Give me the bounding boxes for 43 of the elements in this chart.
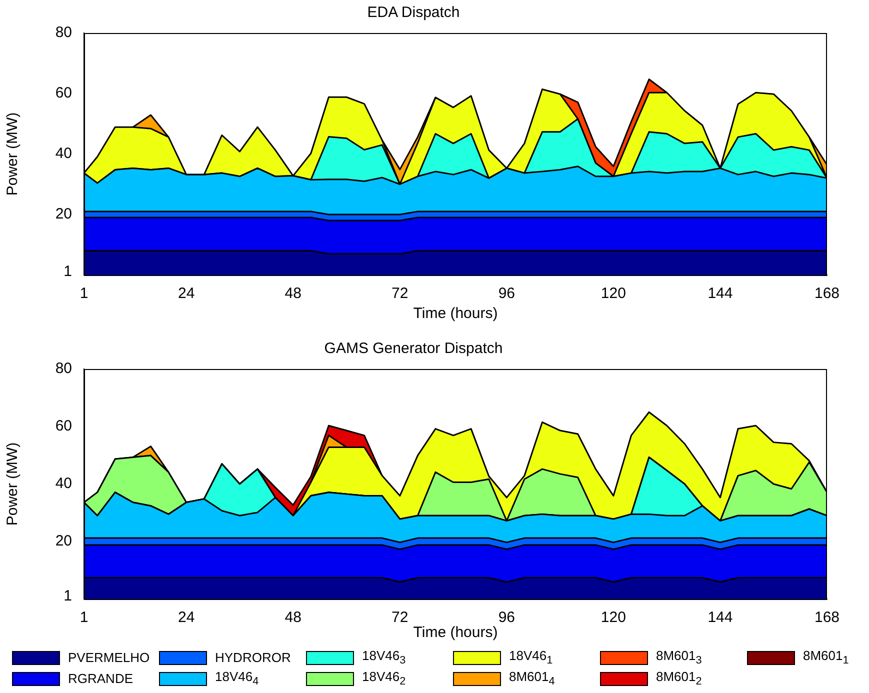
legend-label: RGRANDE [68,671,134,686]
x-tick-label: 120 [600,285,626,302]
x-tick-label: 48 [284,285,302,302]
y-tick-label: 60 [55,84,72,102]
y-tick-label: 80 [55,360,72,378]
legend-label: 18V46$_{3}$ [362,648,406,667]
legend-label: 18V46$_{1}$ [509,648,553,667]
x-tick-label: 144 [708,285,733,302]
y-tick-label: 40 [55,145,72,162]
legend-label: HYDROROR [215,650,291,665]
y-tick-label: 80 [55,24,72,42]
chart-title: GAMS Generator Dispatch [324,340,503,358]
y-tick-label: 20 [55,206,72,223]
x-tick-label: 1 [80,609,88,626]
y-tick-label: 20 [55,532,72,550]
x-tick-label: 96 [498,609,516,626]
x-tick-label: 96 [498,285,516,302]
x-tick-label: 144 [708,609,733,626]
y-tick-label: 1 [64,263,72,280]
legend-label: 8M601$_{3}$ [656,648,702,667]
y-axis-title: Power (MW) [4,112,22,196]
y-tick-label: 40 [55,475,72,492]
legend-label: 8M601$_{1}$ [803,648,849,667]
x-tick-label: 24 [178,609,195,626]
y-axis-title: Power (MW) [4,442,22,526]
chart-title: EDA Dispatch [367,4,460,22]
x-axis-title: Time (hours) [413,624,498,642]
y-tick-label: 60 [55,418,72,435]
x-tick-label: 120 [600,609,626,626]
legend-label: 8M601$_{2}$ [656,669,702,688]
x-tick-label: 24 [178,285,195,302]
legend-label: 18V46$_{4}$ [215,669,259,688]
x-tick-label: 168 [814,609,840,626]
x-axis-title: Time (hours) [413,305,498,322]
legend-label: 18V46$_{2}$ [362,669,406,688]
x-tick-label: 48 [284,609,302,626]
legend-label: 8M601$_{4}$ [509,669,555,688]
x-tick-label: 1 [80,285,88,302]
y-tick-label: 1 [64,587,72,604]
x-tick-label: 72 [392,609,408,626]
x-tick-label: 168 [814,285,840,302]
x-tick-label: 72 [392,285,408,302]
legend-label: PVERMELHO [68,650,150,665]
